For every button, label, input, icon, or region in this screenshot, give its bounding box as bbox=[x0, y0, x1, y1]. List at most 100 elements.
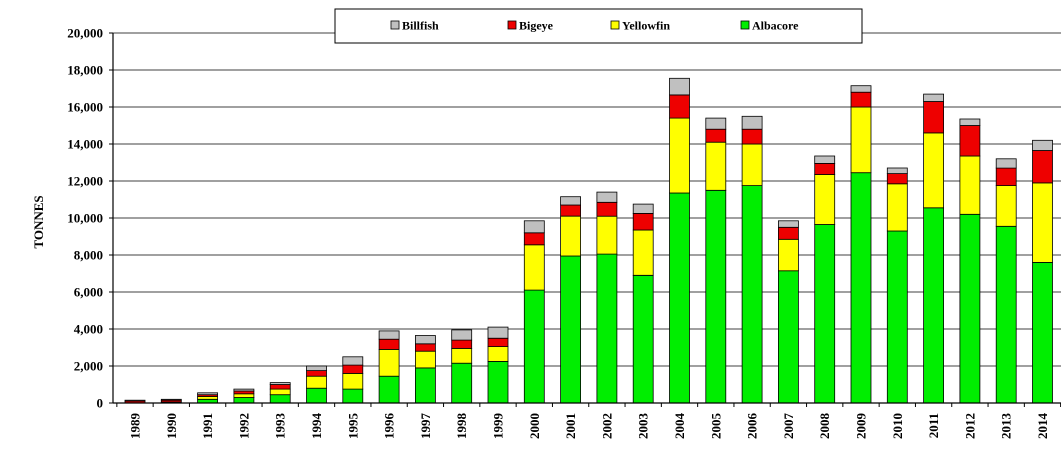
bar-segment-albacore-2012 bbox=[959, 213, 981, 404]
bar-segment-yellowfin-2011 bbox=[923, 132, 944, 209]
x-tick-label-1990: 1990 bbox=[164, 413, 179, 439]
x-tick-label-1995: 1995 bbox=[345, 413, 360, 440]
bar-segment-billfish-1995 bbox=[342, 356, 364, 366]
bar-segment-yellowfin-1991 bbox=[197, 396, 219, 400]
bar-segment-billfish-1994 bbox=[306, 365, 327, 371]
x-tick-label-1998: 1998 bbox=[454, 413, 469, 440]
bar-segment-bigeye-2010 bbox=[886, 173, 908, 185]
y-tick-label: 16,000 bbox=[67, 100, 103, 115]
y-tick-label: 6,000 bbox=[74, 285, 103, 300]
x-tick-label-2003: 2003 bbox=[636, 413, 651, 440]
bar-segment-albacore-1997 bbox=[414, 367, 436, 404]
bar-segment-billfish-1993 bbox=[269, 382, 291, 385]
bar-segment-albacore-2014 bbox=[1032, 261, 1053, 404]
bar-segment-billfish-1999 bbox=[487, 326, 509, 339]
gridlines bbox=[113, 32, 1061, 367]
legend-label-albacore: Albacore bbox=[752, 19, 799, 33]
bar-segment-albacore-2000 bbox=[523, 289, 545, 404]
x-tick-label-1999: 1999 bbox=[491, 413, 506, 440]
bar-segment-billfish-1990 bbox=[160, 398, 182, 401]
x-tick-label-1991: 1991 bbox=[200, 413, 215, 439]
bar-segment-albacore-2005 bbox=[705, 189, 727, 404]
bar-segment-bigeye-2005 bbox=[705, 128, 727, 143]
bar-segment-albacore-2011 bbox=[923, 207, 944, 404]
y-tick-label: 12,000 bbox=[67, 174, 103, 189]
bar-segment-yellowfin-1996 bbox=[378, 348, 400, 377]
x-tick-label-1992: 1992 bbox=[236, 413, 251, 439]
bar-segment-bigeye-1997 bbox=[414, 343, 436, 352]
axes bbox=[109, 32, 1061, 407]
bar-segment-albacore-2004 bbox=[669, 192, 690, 404]
bar-segment-billfish-1991 bbox=[197, 392, 219, 396]
x-tick-label-2004: 2004 bbox=[672, 413, 687, 440]
bar-segment-albacore-1995 bbox=[342, 388, 364, 404]
bar-segment-bigeye-2014 bbox=[1032, 150, 1053, 184]
y-tick-label: 8,000 bbox=[74, 248, 103, 263]
bar-segment-billfish-2013 bbox=[995, 158, 1017, 169]
bars bbox=[124, 77, 1053, 404]
bar-segment-bigeye-2009 bbox=[850, 91, 872, 108]
bar-segment-billfish-2010 bbox=[886, 167, 908, 174]
bar-segment-albacore-2006 bbox=[741, 185, 763, 404]
y-tick-label: 14,000 bbox=[67, 137, 103, 152]
bar-segment-bigeye-2011 bbox=[923, 101, 944, 134]
legend: Billfish Bigeye Yellowfin Albacore bbox=[334, 8, 863, 44]
bar-segment-albacore-2001 bbox=[560, 255, 581, 404]
y-tick-label: 20,000 bbox=[67, 26, 103, 41]
bar-segment-albacore-2009 bbox=[850, 172, 872, 404]
x-tick-label-2012: 2012 bbox=[962, 413, 977, 439]
y-tick-label: 10,000 bbox=[67, 211, 103, 226]
bar-segment-billfish-2008 bbox=[814, 155, 836, 164]
bar-segment-yellowfin-2001 bbox=[560, 215, 581, 257]
legend-swatch-albacore bbox=[740, 20, 750, 30]
legend-box bbox=[334, 8, 863, 44]
x-tick-label-2010: 2010 bbox=[890, 413, 905, 439]
bar-segment-billfish-1989 bbox=[124, 399, 146, 402]
bar-segment-yellowfin-2006 bbox=[741, 143, 763, 186]
bar-segment-yellowfin-2004 bbox=[669, 117, 690, 194]
bar-segment-bigeye-1993 bbox=[269, 384, 291, 390]
bar-segment-albacore-1993 bbox=[269, 394, 291, 404]
bar-segment-bigeye-2001 bbox=[560, 204, 581, 217]
bar-segment-yellowfin-2010 bbox=[886, 183, 908, 232]
legend-label-yellowfin: Yellowfin bbox=[622, 19, 670, 33]
bar-segment-albacore-1994 bbox=[306, 387, 327, 404]
legend-swatch-billfish bbox=[390, 20, 400, 30]
bar-segment-billfish-2007 bbox=[778, 220, 799, 228]
bar-segment-yellowfin-1993 bbox=[269, 388, 291, 396]
y-axis-label: TONNES bbox=[31, 195, 46, 248]
bar-segment-billfish-2001 bbox=[560, 196, 581, 206]
bar-segment-billfish-1996 bbox=[378, 330, 400, 340]
bar-segment-albacore-2002 bbox=[596, 253, 618, 404]
y-tick-label: 0 bbox=[97, 396, 104, 411]
bar-segment-bigeye-1999 bbox=[487, 337, 509, 347]
x-tick-label-2007: 2007 bbox=[781, 413, 796, 440]
bar-segment-bigeye-1996 bbox=[378, 338, 400, 350]
bar-segment-billfish-1997 bbox=[414, 335, 436, 345]
legend-swatch-yellowfin bbox=[610, 20, 620, 30]
x-tick-label-2006: 2006 bbox=[745, 413, 760, 440]
bar-segment-bigeye-2000 bbox=[523, 232, 545, 246]
bar-segment-bigeye-2006 bbox=[741, 128, 763, 145]
bar-segment-bigeye-1998 bbox=[451, 339, 473, 349]
x-tick-label-1993: 1993 bbox=[273, 413, 288, 440]
bar-segment-bigeye-2002 bbox=[596, 201, 618, 217]
bar-segment-billfish-2006 bbox=[741, 115, 763, 130]
bar-segment-yellowfin-1997 bbox=[414, 350, 436, 369]
bar-segment-billfish-2002 bbox=[596, 191, 618, 203]
y-tick-label: 2,000 bbox=[74, 359, 103, 374]
bar-segment-bigeye-2003 bbox=[632, 212, 654, 231]
bar-segment-billfish-2012 bbox=[959, 118, 981, 126]
bar-segment-billfish-1998 bbox=[451, 329, 473, 341]
bar-segment-bigeye-1994 bbox=[306, 370, 327, 377]
bar-segment-albacore-1992 bbox=[233, 396, 255, 404]
bar-segment-albacore-2013 bbox=[995, 225, 1017, 404]
bar-segment-bigeye-2008 bbox=[814, 162, 836, 175]
bar-segment-billfish-2004 bbox=[669, 77, 690, 96]
bar-segment-yellowfin-2014 bbox=[1032, 182, 1053, 263]
bar-segment-albacore-1999 bbox=[487, 360, 509, 404]
bar-segment-yellowfin-2002 bbox=[596, 215, 618, 255]
bar-segment-albacore-1998 bbox=[451, 362, 473, 404]
bar-segment-yellowfin-2008 bbox=[814, 174, 836, 225]
bar-segment-bigeye-2004 bbox=[669, 94, 690, 119]
